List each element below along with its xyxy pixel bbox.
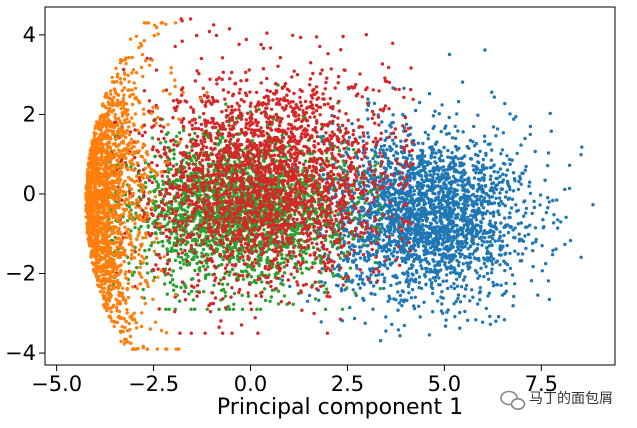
series-3 xyxy=(84,21,209,351)
y-tick-label: −4 xyxy=(5,341,36,365)
axes-frame xyxy=(44,6,616,366)
x-tick-label: 7.5 xyxy=(525,372,558,396)
x-tick-label: 2.5 xyxy=(331,372,364,396)
y-tick-label: 2 xyxy=(23,102,36,126)
x-tick-label: −2.5 xyxy=(128,372,179,396)
x-tick-label: 5.0 xyxy=(428,372,461,396)
series-2 xyxy=(109,17,415,335)
wechat-icon xyxy=(500,390,526,410)
x-axis-ticks: −5.0 −2.5 0.0 2.5 5.0 7.5 xyxy=(31,365,558,396)
x-axis-label: Principal component 1 xyxy=(217,395,463,420)
x-tick-label: −5.0 xyxy=(31,372,82,396)
x-tick-label: 0.0 xyxy=(234,372,267,396)
y-tick-label: 0 xyxy=(23,182,36,206)
watermark-text: 马丁的面包屑 xyxy=(529,391,613,407)
watermark: 马丁的面包屑 xyxy=(500,390,613,410)
y-axis-ticks: −4 −2 0 2 4 xyxy=(5,23,45,365)
series-0 xyxy=(269,48,595,343)
y-tick-label: −2 xyxy=(5,262,36,286)
y-tick-label: 4 xyxy=(23,23,36,47)
points-layer xyxy=(84,17,595,351)
